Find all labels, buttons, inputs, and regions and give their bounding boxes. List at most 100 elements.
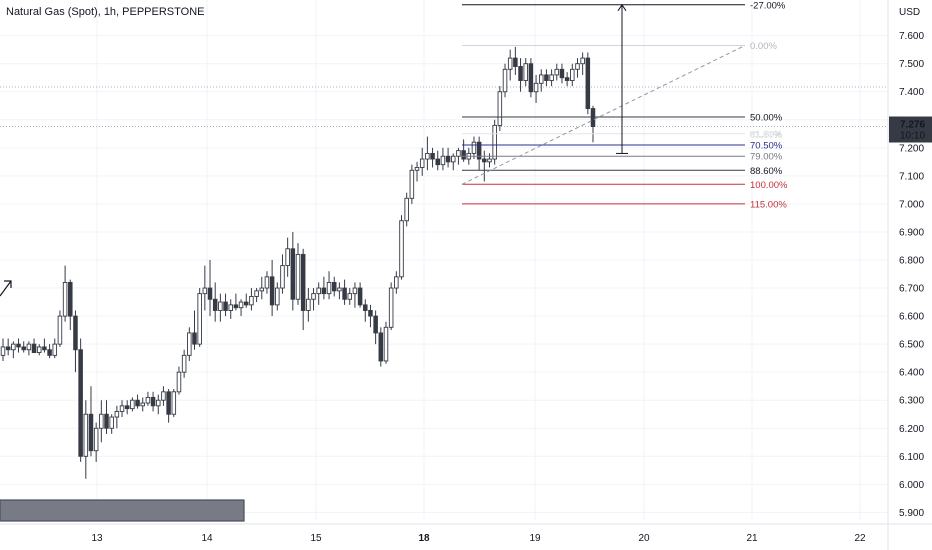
candle-body — [207, 287, 213, 300]
time-axis-tick: 19 — [529, 533, 541, 544]
candle-body — [181, 354, 187, 373]
candle-body — [88, 413, 94, 452]
candle-body — [249, 296, 254, 306]
candle — [575, 58, 580, 78]
candle — [544, 69, 549, 87]
candle — [192, 310, 197, 350]
candle — [523, 58, 528, 87]
candle-body — [445, 155, 451, 163]
candle — [264, 271, 270, 294]
candle — [585, 52, 591, 115]
candle — [135, 394, 140, 409]
candle — [42, 338, 47, 353]
candle — [0, 338, 6, 361]
candle — [119, 400, 125, 418]
candle-body — [352, 287, 358, 295]
candle — [549, 69, 554, 87]
price-axis-tick: 6.300 — [899, 396, 924, 407]
candle-body — [93, 427, 99, 452]
candle — [233, 293, 239, 311]
candle — [295, 243, 301, 305]
price-axis-tick: 6.200 — [899, 424, 924, 435]
candle-body — [254, 290, 259, 297]
candle — [145, 391, 151, 406]
candle-body — [161, 391, 166, 401]
candle-body — [363, 304, 368, 311]
projection-arrow-head — [617, 3, 627, 12]
candle-body — [300, 253, 306, 311]
candle — [11, 341, 16, 359]
candle — [528, 58, 534, 98]
candle-body — [373, 315, 378, 334]
candle-body — [399, 220, 404, 278]
candle-body — [176, 371, 182, 393]
candle — [285, 237, 290, 277]
candle — [321, 276, 327, 300]
candle-body — [238, 301, 244, 309]
candle — [451, 153, 456, 171]
candle-body — [326, 281, 332, 295]
candle — [502, 63, 508, 98]
candle-body — [518, 66, 523, 81]
candle — [414, 161, 420, 182]
candle-body — [544, 74, 549, 81]
candle-body — [414, 167, 420, 171]
candle — [21, 341, 26, 353]
fib-label-bg — [748, 127, 790, 139]
candle — [275, 282, 280, 311]
price-axis-tick: 6.600 — [899, 312, 924, 323]
candle — [109, 414, 114, 434]
candle — [316, 282, 321, 305]
candle — [181, 349, 187, 378]
candle-body — [31, 343, 37, 353]
candle — [83, 400, 89, 479]
candle-body — [197, 293, 202, 345]
fib-level-label: 100.00% — [750, 180, 788, 191]
candle-body — [435, 158, 440, 166]
candle — [368, 304, 373, 328]
candle-body — [166, 391, 171, 415]
candle — [114, 405, 120, 429]
candle — [440, 147, 446, 171]
price-axis-tick: 7.500 — [899, 59, 924, 70]
candle-body — [156, 399, 161, 407]
candle-body — [368, 310, 373, 317]
price-axis-tick: 7.400 — [899, 87, 924, 98]
candle — [487, 153, 492, 168]
candle — [357, 282, 363, 308]
time-axis-tick: 13 — [91, 533, 103, 544]
candle-body — [430, 152, 435, 160]
chart-title: Natural Gas (Spot), 1h, PEPPERSTONE — [6, 6, 205, 18]
candle-body — [404, 197, 409, 222]
price-axis-tick: 7.000 — [899, 199, 924, 210]
candle-body — [57, 315, 63, 345]
candle-body — [228, 304, 233, 311]
price-axis-tick: 7.100 — [899, 171, 924, 182]
candle — [430, 147, 435, 168]
candle-body — [538, 74, 544, 84]
fib-level-label: 88.60% — [750, 166, 783, 177]
candle — [554, 63, 560, 81]
candle — [73, 310, 78, 373]
candle — [306, 288, 311, 322]
time-axis-tick: 22 — [854, 533, 866, 544]
trend-arrow-line — [0, 280, 12, 297]
time-axis-tick: 20 — [638, 533, 650, 544]
price-axis-tick: 6.500 — [899, 340, 924, 351]
candle — [176, 366, 182, 395]
candle — [269, 260, 275, 317]
candle-body — [140, 402, 145, 407]
candle — [471, 136, 477, 160]
candle-body — [523, 63, 528, 81]
candle — [88, 386, 94, 457]
candle — [52, 338, 58, 359]
candle-body — [331, 281, 337, 292]
candle — [238, 299, 244, 317]
candle-body — [590, 108, 596, 127]
price-axis-tick: 5.900 — [899, 508, 924, 519]
candle-body — [114, 410, 120, 418]
candle — [311, 288, 316, 311]
candle — [62, 265, 68, 322]
candle — [409, 164, 415, 204]
